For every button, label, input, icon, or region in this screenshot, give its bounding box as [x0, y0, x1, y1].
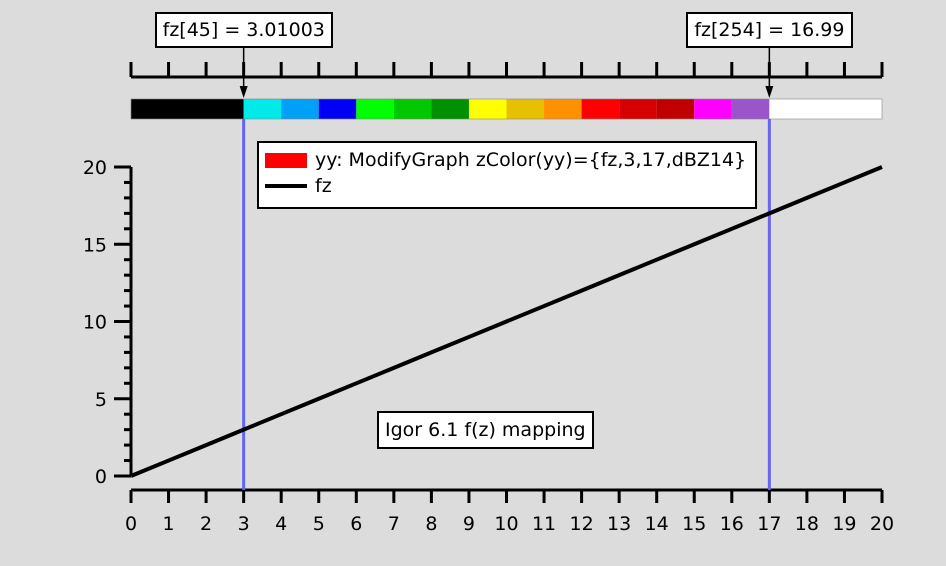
x-tick-label: 10: [494, 513, 518, 535]
x-tick-label: 4: [275, 513, 287, 535]
arrow-down-icon: [765, 86, 774, 98]
colorbar-segment: [243, 99, 282, 119]
legend-swatch-fz: [265, 184, 307, 188]
x-tick-label: 2: [200, 513, 212, 535]
x-tick-label: 9: [463, 513, 475, 535]
colorbar-segment: [656, 99, 695, 119]
colorbar-segment: [694, 99, 732, 119]
annotation-textbox[interactable]: Igor 6.1 f(z) mapping: [377, 411, 594, 449]
x-tick-label: 15: [682, 513, 706, 535]
y-tick-label: 15: [83, 234, 107, 256]
y-tick-label: 20: [83, 157, 107, 179]
legend-label-fz: fz: [315, 175, 332, 197]
cursor-tag-left[interactable]: fz[45] = 3.01003: [154, 12, 333, 48]
y-tick-label: 0: [95, 466, 107, 488]
x-tick-label: 19: [832, 513, 856, 535]
series-line-fz: [130, 165, 883, 478]
annotation-text: Igor 6.1 f(z) mapping: [385, 419, 586, 441]
x-tick-label: 18: [795, 513, 819, 535]
x-tick-label: 16: [720, 513, 744, 535]
x-tick-label: 0: [125, 513, 137, 535]
y-tick-label: 10: [83, 312, 107, 334]
colorbar-segment: [619, 99, 657, 119]
x-tick-label: 11: [532, 513, 556, 535]
x-tick-label: 20: [870, 513, 894, 535]
cursor-tag-left-text: fz[45] = 3.01003: [162, 19, 325, 41]
x-tick-label: 5: [313, 513, 325, 535]
x-tick-label: 17: [757, 513, 781, 535]
x-tick-label: 8: [425, 513, 437, 535]
colorbar-segment: [468, 99, 507, 119]
colorbar-segment: [431, 99, 469, 119]
x-tick-label: 3: [238, 513, 250, 535]
colorbar-segment: [581, 99, 620, 119]
cursor-tag-right-text: fz[254] = 16.99: [694, 19, 845, 41]
arrow-down-icon: [239, 86, 248, 98]
cursor-tag-right[interactable]: fz[254] = 16.99: [686, 12, 853, 48]
colorbar-segment: [356, 99, 394, 119]
legend-label-yy: yy: ModifyGraph zColor(yy)={fz,3,17,dBZ1…: [315, 149, 747, 171]
colorbar-segment: [393, 99, 432, 119]
colorbar-segment: [506, 99, 545, 119]
colorbar-segment: [281, 99, 319, 119]
x-tick-label: 12: [570, 513, 594, 535]
x-tick-label: 6: [350, 513, 362, 535]
colorbar-segment: [731, 99, 770, 119]
x-tick-label: 1: [163, 513, 175, 535]
colorbar-frame: [130, 98, 883, 120]
y-tick-label: 5: [95, 389, 107, 411]
legend-entry-yy: yy: ModifyGraph zColor(yy)={fz,3,17,dBZ1…: [265, 147, 749, 173]
legend[interactable]: yy: ModifyGraph zColor(yy)={fz,3,17,dBZ1…: [257, 141, 757, 209]
colorbar-segment: [318, 99, 357, 119]
colorbar-segment: [131, 99, 244, 119]
x-tick-label: 13: [607, 513, 631, 535]
legend-swatch-yy: [265, 152, 307, 168]
colorbar-segment: [769, 99, 882, 119]
x-tick-label: 7: [388, 513, 400, 535]
x-tick-label: 14: [645, 513, 669, 535]
legend-entry-fz: fz: [265, 173, 749, 199]
colorbar-segment: [544, 99, 582, 119]
